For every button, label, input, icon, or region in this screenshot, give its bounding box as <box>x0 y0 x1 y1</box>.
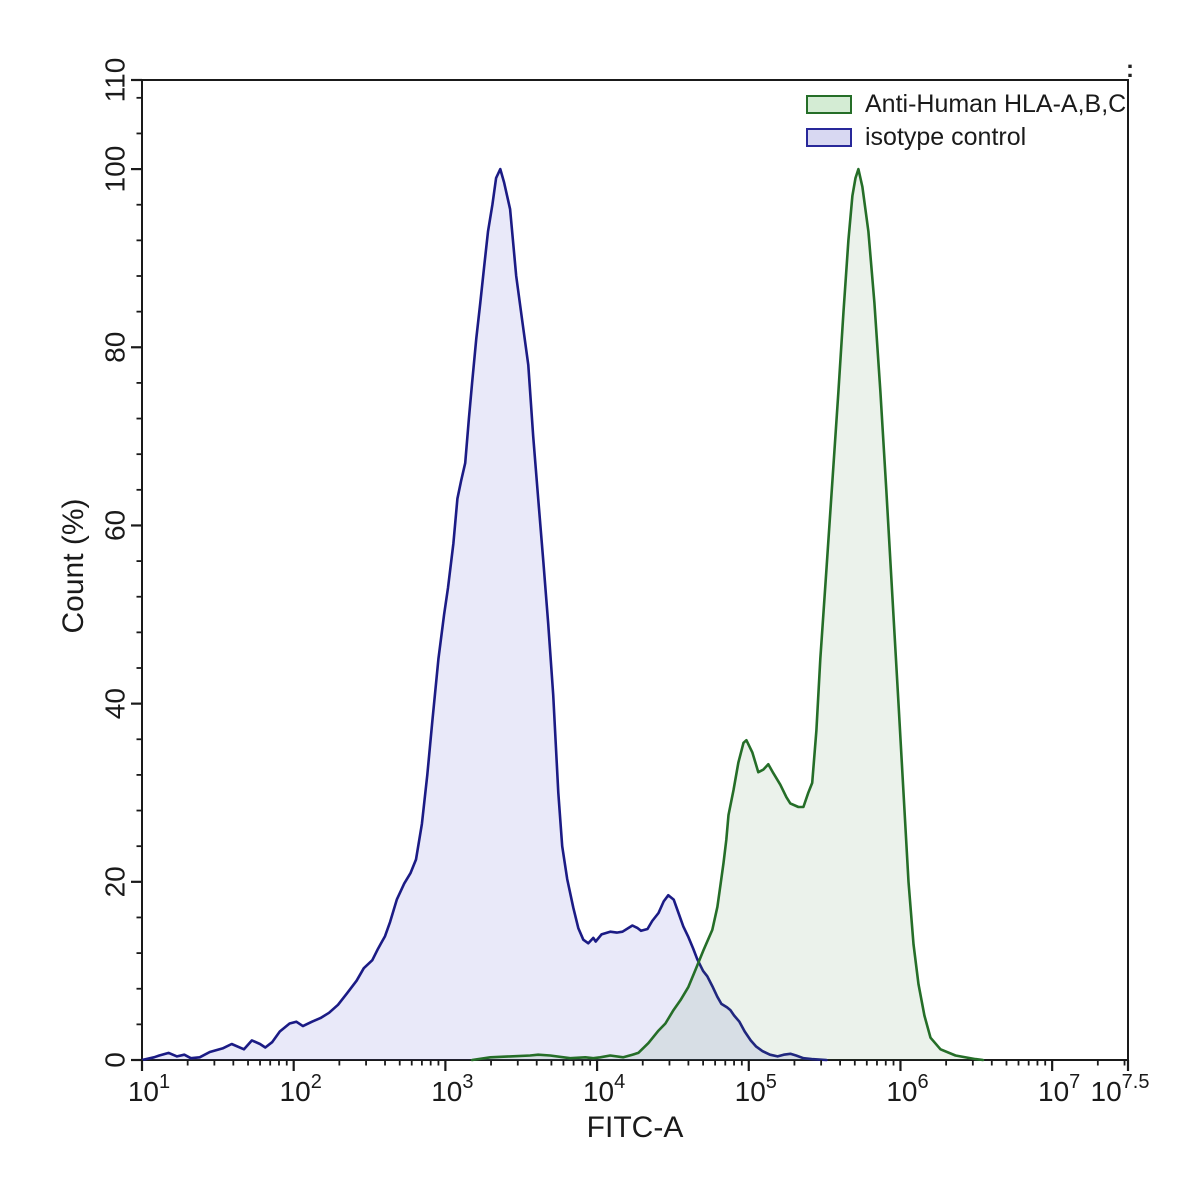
isotype-series-swatch <box>806 128 852 147</box>
y-tick-label: 60 <box>100 510 131 541</box>
legend-label-isotype: isotype control <box>865 123 1027 151</box>
y-tick-label: 110 <box>100 58 131 103</box>
legend-label-hla: Anti-Human HLA-A,B,C <box>865 90 1127 118</box>
y-tick-label: 80 <box>100 332 131 363</box>
y-axis-title: Count (%) <box>57 498 90 634</box>
y-tick-labels: 0 20 40 60 80 100 110 <box>100 58 131 1068</box>
y-tick-label: 0 <box>100 1052 131 1068</box>
series-fill-isotype-control <box>142 169 827 1061</box>
axis-ticks <box>131 78 1130 1071</box>
x-axis-title: FITC-A <box>586 1111 684 1144</box>
x-tick-label: 107.5 <box>1091 1071 1150 1107</box>
y-tick-label: 20 <box>100 866 131 897</box>
series-line-isotype-control <box>140 167 828 1062</box>
x-tick-labels: 101 102 103 104 105 106 107 107.5 <box>128 1071 1150 1107</box>
legend-item-hla: Anti-Human HLA-A,B,C <box>806 92 1126 117</box>
y-tick-label: 100 <box>100 146 131 193</box>
series-line-anti-human-hla <box>470 167 985 1062</box>
series-fill-anti-human-hla <box>472 169 983 1061</box>
x-tick-label: 107 <box>1038 1071 1080 1107</box>
x-tick-label: 103 <box>431 1071 473 1107</box>
series-group <box>140 167 985 1062</box>
legend-item-isotype: isotype control <box>806 125 1126 150</box>
corner-artifact-mark: : <box>1126 56 1134 83</box>
plot-border <box>141 79 1129 1061</box>
legend: Anti-Human HLA-A,B,C isotype control <box>806 92 1126 150</box>
x-tick-label: 105 <box>735 1071 777 1107</box>
y-tick-label: 40 <box>100 688 131 719</box>
x-tick-label: 102 <box>280 1071 322 1107</box>
x-tick-label: 104 <box>583 1071 625 1107</box>
x-tick-label: 101 <box>128 1071 170 1107</box>
hla-series-swatch <box>806 95 852 114</box>
x-tick-label: 106 <box>886 1071 928 1107</box>
